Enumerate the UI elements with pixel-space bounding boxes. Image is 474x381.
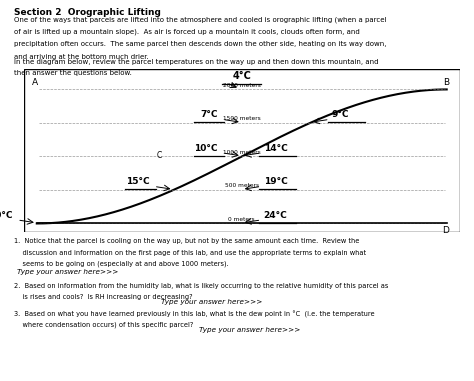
Text: D: D: [442, 226, 449, 235]
Text: 7°C: 7°C: [200, 110, 218, 119]
Text: B: B: [443, 77, 449, 86]
Text: Type your answer here>>>: Type your answer here>>>: [199, 327, 301, 333]
Text: discussion and information on the first page of this lab, and use the appropriat: discussion and information on the first …: [14, 250, 366, 256]
Text: 1500 meters: 1500 meters: [223, 116, 261, 121]
Text: 10°C: 10°C: [194, 144, 218, 153]
Text: 1000 meters: 1000 meters: [223, 150, 261, 155]
Text: A: A: [32, 77, 38, 86]
Text: C: C: [157, 151, 162, 160]
Text: seems to be going on (especially at and above 1000 meters).: seems to be going on (especially at and …: [14, 261, 229, 267]
Text: 20°C: 20°C: [0, 211, 13, 220]
Text: 9°C: 9°C: [332, 110, 349, 119]
Text: 2.  Based on information from the humidity lab, what is likely occurring to the : 2. Based on information from the humidit…: [14, 283, 389, 289]
Text: Section 2  Orographic Lifting: Section 2 Orographic Lifting: [14, 8, 161, 18]
Text: precipitation often occurs.  The same parcel then descends down the other side, : precipitation often occurs. The same par…: [14, 41, 387, 47]
Text: 0 meters: 0 meters: [228, 217, 255, 222]
Text: Type your answer here>>>: Type your answer here>>>: [17, 269, 118, 275]
Text: One of the ways that parcels are lifted into the atmosphere and cooled is orogra: One of the ways that parcels are lifted …: [14, 16, 387, 22]
Text: where condensation occurs) of this specific parcel?: where condensation occurs) of this speci…: [14, 322, 193, 328]
Text: and arriving at the bottom much drier.: and arriving at the bottom much drier.: [14, 54, 149, 60]
Text: 3.  Based on what you have learned previously in this lab, what is the dew point: 3. Based on what you have learned previo…: [14, 311, 375, 318]
Text: 500 meters: 500 meters: [225, 183, 259, 188]
Text: 1.  Notice that the parcel is cooling on the way up, but not by the same amount : 1. Notice that the parcel is cooling on …: [14, 238, 360, 244]
Text: is rises and cools?  Is RH increasing or decreasing?: is rises and cools? Is RH increasing or …: [14, 294, 193, 300]
Text: 19°C: 19°C: [264, 178, 287, 186]
Text: In the diagram below, review the parcel temperatures on the way up and then down: In the diagram below, review the parcel …: [14, 59, 379, 65]
Text: 24°C: 24°C: [264, 211, 287, 220]
Text: of air is lifted up a mountain slope).  As air is forced up a mountain it cools,: of air is lifted up a mountain slope). A…: [14, 29, 360, 35]
Text: Type your answer here>>>: Type your answer here>>>: [161, 299, 263, 305]
Text: 2000 meters: 2000 meters: [223, 83, 261, 88]
Text: 15°C: 15°C: [126, 178, 149, 186]
Text: 14°C: 14°C: [264, 144, 287, 153]
Text: 4°C: 4°C: [232, 71, 251, 81]
Text: then answer the questions below.: then answer the questions below.: [14, 70, 132, 77]
